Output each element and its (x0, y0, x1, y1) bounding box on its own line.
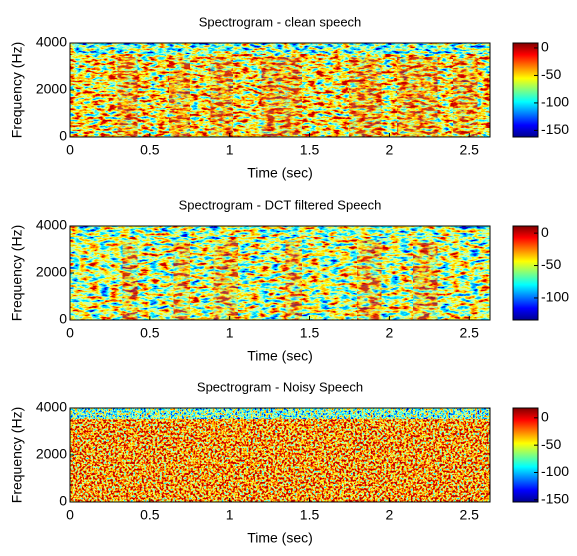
x-tick-label: 0 (66, 507, 74, 523)
panel: Spectrogram - DCT filtered Speech 0 0.5 1 1.… (9, 197, 570, 363)
y-tick-label: 4000 (36, 399, 67, 415)
chart-title: Spectrogram - DCT filtered Speech (179, 197, 382, 212)
y-tick-label: 0 (59, 311, 67, 327)
colorbar (512, 42, 539, 138)
x-tick-label: 0 (66, 325, 74, 341)
colorbar-tick-label: -150 (541, 491, 569, 507)
colorbar-tick-label: -150 (541, 121, 569, 137)
x-tick-label: 2 (385, 507, 393, 523)
x-tick-label: 0 (66, 142, 74, 158)
speech-energy (117, 57, 138, 137)
speech-energy (453, 57, 478, 137)
y-tick-label: 2000 (36, 446, 67, 462)
x-axis-label: Time (sec) (247, 348, 313, 364)
x-tick-label: 2 (385, 142, 393, 158)
x-tick-label: 1.5 (300, 325, 320, 341)
panel: Spectrogram - Noisy Speech 0 0.5 1 1.5 2 2.5 0 2… (9, 379, 570, 545)
speech-energy (169, 57, 190, 137)
x-tick-label: 1.5 (300, 507, 320, 523)
speech-energy (122, 240, 138, 320)
colorbar-tick-label: -50 (541, 436, 561, 452)
x-axis-label: Time (sec) (247, 165, 313, 181)
spectrogram-image (70, 408, 490, 502)
y-tick-label: 4000 (36, 217, 67, 233)
x-tick-label: 0.5 (140, 142, 160, 158)
x-tick-label: 1 (226, 142, 234, 158)
y-tick-label: 0 (59, 128, 67, 144)
speech-energy (173, 240, 190, 320)
speech-energy (213, 240, 238, 320)
x-tick-label: 2 (385, 325, 393, 341)
colorbar-tick-label: -50 (541, 66, 561, 82)
speech-energy (357, 240, 382, 320)
x-tick-label: 0.5 (140, 507, 160, 523)
x-tick-label: 2.5 (460, 507, 480, 523)
colorbar-tick-label: -100 (541, 463, 569, 479)
y-tick-label: 2000 (36, 264, 67, 280)
colorbar-tick-label: -100 (541, 94, 569, 110)
y-axis-label: Frequency (Hz) (9, 225, 25, 321)
spectrogram-band (70, 408, 490, 419)
speech-energy (285, 240, 302, 320)
speech-energy (397, 57, 438, 137)
y-tick-label: 0 (59, 493, 67, 509)
x-tick-label: 2.5 (460, 142, 480, 158)
speech-energy (349, 57, 382, 137)
y-tick-label: 4000 (36, 34, 67, 50)
x-tick-label: 2.5 (460, 325, 480, 341)
panel: Spectrogram - clean speech 0 0.5 1 1.5 2 2.5 0 2… (9, 14, 570, 180)
y-tick-label: 2000 (36, 81, 67, 97)
colorbar-tick-label: -50 (541, 256, 561, 272)
y-axis-label: Frequency (Hz) (9, 407, 25, 503)
speech-energy (261, 57, 302, 137)
colorbar (512, 407, 539, 503)
y-axis-label: Frequency (Hz) (9, 42, 25, 138)
speech-energy (210, 57, 233, 137)
spectrogram-band (70, 43, 490, 54)
x-tick-label: 0.5 (140, 325, 160, 341)
chart-title: Spectrogram - Noisy Speech (197, 379, 363, 394)
x-tick-label: 1 (226, 507, 234, 523)
x-tick-label: 1 (226, 325, 234, 341)
colorbar-tick-label: -100 (541, 289, 569, 305)
speech-energy (413, 240, 438, 320)
colorbar-tick-label: 0 (541, 39, 549, 55)
colorbar-tick-label: 0 (541, 224, 549, 240)
colorbar-tick-label: 0 (541, 409, 549, 425)
chart-title: Spectrogram - clean speech (199, 14, 362, 29)
colorbar (512, 225, 539, 321)
x-tick-label: 1.5 (300, 142, 320, 158)
spectrogram-band (70, 226, 490, 237)
x-axis-label: Time (sec) (247, 530, 313, 546)
